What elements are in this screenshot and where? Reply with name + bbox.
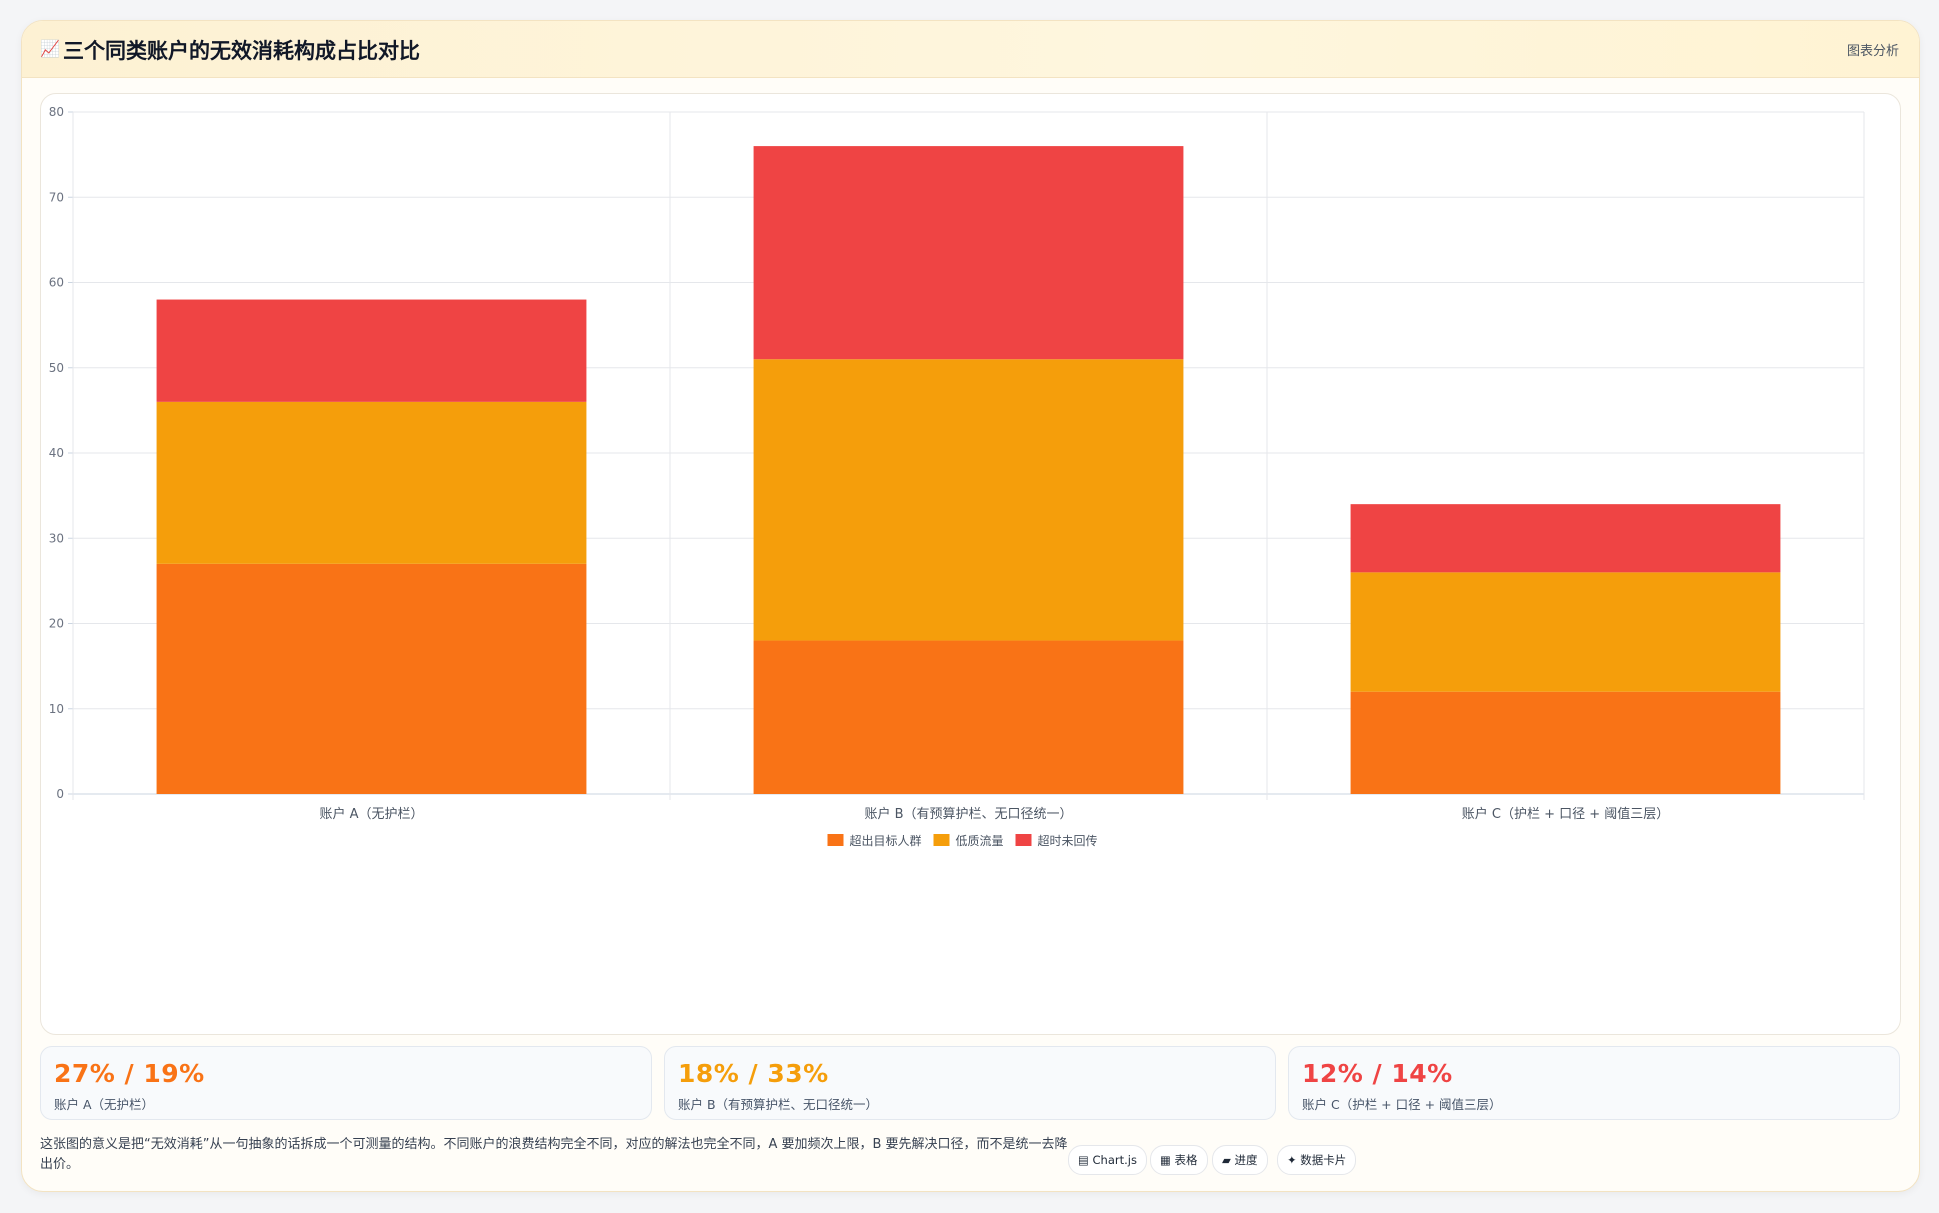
tag-chartjs[interactable]: ▤ Chart.js (1068, 1145, 1147, 1175)
stat-value: 27% / 19% (54, 1059, 205, 1088)
stat-value: 12% / 14% (1302, 1059, 1453, 1088)
legend-label: 超时未回传 (1038, 833, 1098, 848)
legend-swatch (827, 834, 844, 846)
bar-segment (1350, 691, 1781, 794)
y-tick-label: 0 (56, 787, 64, 801)
progress-icon: ▰ (1222, 1153, 1231, 1167)
chart-explanation: 这张图的意义是把“无效消耗”从一句抽象的话拆成一个可测量的结构。不同账户的浪费结… (40, 1137, 1068, 1172)
chart-title: 三个同类账户的无效消耗构成占比对比 (63, 39, 420, 63)
legend-label: 超出目标人群 (850, 833, 922, 848)
bar-segment (156, 299, 587, 402)
y-tick-label: 20 (49, 617, 64, 631)
y-tick-label: 40 (49, 446, 64, 460)
bar-segment (156, 563, 587, 794)
x-tick-label: 账户 C（护栏 + 口径 + 阈值三层） (1462, 806, 1670, 822)
table-icon: ▦ (1160, 1153, 1171, 1167)
y-tick-label: 60 (49, 276, 64, 290)
legend-swatch (933, 834, 950, 846)
y-tick-label: 80 (49, 105, 64, 119)
y-tick-label: 50 (49, 361, 64, 375)
stat-label: 账户 C（护栏 + 口径 + 阈值三层） (1302, 1097, 1502, 1112)
y-tick-label: 70 (49, 190, 64, 204)
sparkle-icon: ✦ (1287, 1153, 1297, 1167)
tag-data-card[interactable]: ✦ 数据卡片 (1277, 1145, 1357, 1175)
stat-label: 账户 A（无护栏） (54, 1097, 155, 1112)
bar-segment (753, 359, 1184, 641)
tag-label: Chart.js (1092, 1153, 1137, 1167)
chart-icon: ▤ (1078, 1153, 1089, 1167)
chart-card: 📈 三个同类账户的无效消耗构成占比对比 图表分析 0 10 20 30 40 50 60 70… (21, 20, 1920, 1192)
bar-segment (753, 640, 1184, 794)
stat-label: 账户 B（有预算护栏、无口径统一） (678, 1097, 879, 1112)
y-tick-label: 10 (49, 702, 64, 716)
tag-label: 进度 (1234, 1153, 1258, 1167)
tag-label: 表格 (1174, 1153, 1198, 1167)
tag-label: 数据卡片 (1300, 1153, 1347, 1167)
stat-value: 18% / 33% (678, 1059, 829, 1088)
x-tick-label: 账户 A（无护栏） (319, 806, 423, 822)
bar-segment (156, 401, 587, 564)
stacked-bar-chart: 0 10 20 30 40 50 60 70 80 账户 A（无护栏） 账户 B（有预算护栏、无口径… (49, 105, 1865, 848)
chart-analysis-badge: 图表分析 (1846, 44, 1899, 59)
legend-swatch (1015, 834, 1032, 846)
bar-segment (1350, 572, 1781, 692)
bar-segment (1350, 504, 1781, 573)
stats-row: 27% / 19% 账户 A（无护栏） 18% / 33% 账户 B（有预算护栏… (40, 1046, 1900, 1120)
tag-progress[interactable]: ▰ 进度 (1212, 1145, 1268, 1175)
bar-segment (753, 146, 1184, 360)
legend-label: 低质流量 (956, 834, 1004, 848)
stat-card-b: 18% / 33% 账户 B（有预算护栏、无口径统一） (664, 1046, 1276, 1120)
stat-card-a: 27% / 19% 账户 A（无护栏） (40, 1046, 652, 1120)
y-tick-label: 30 (49, 531, 64, 545)
stat-card-c: 12% / 14% 账户 C（护栏 + 口径 + 阈值三层） (1288, 1046, 1900, 1120)
x-tick-label: 账户 B（有预算护栏、无口径统一） (864, 806, 1072, 822)
tag-table[interactable]: ▦ 表格 (1150, 1145, 1208, 1175)
chart-panel: 0 10 20 30 40 50 60 70 80 账户 A（无护栏） 账户 B（有预算护栏、无口径… (40, 93, 1901, 1035)
chart-trend-icon: 📈 (40, 39, 60, 58)
card-header: 📈 三个同类账户的无效消耗构成占比对比 图表分析 (22, 21, 1919, 78)
